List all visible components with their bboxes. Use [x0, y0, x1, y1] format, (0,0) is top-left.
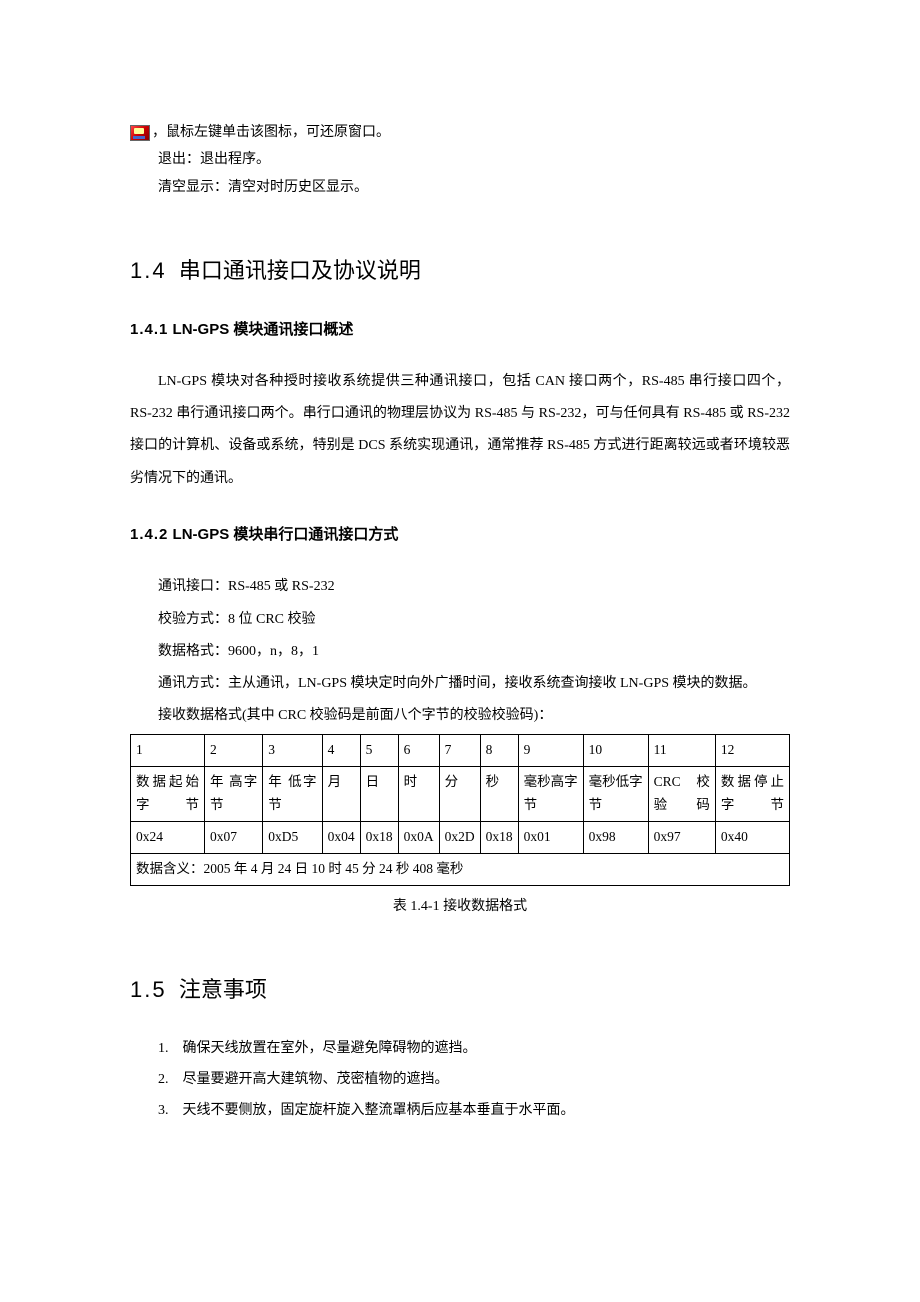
- heading-1-4-2-num: 1.4.2: [130, 526, 168, 543]
- table-cell: 0xD5: [263, 822, 322, 854]
- table-cell: 0x01: [518, 822, 583, 854]
- list-text: 尽量要避开高大建筑物、茂密植物的遮挡。: [183, 1072, 449, 1087]
- table-cell: 5: [360, 735, 398, 767]
- tray-icon: [130, 125, 150, 141]
- heading-1-4-1-num: 1.4.1: [130, 321, 168, 338]
- heading-1-4-2: 1.4.2 LN-GPS 模块串行口通讯接口方式: [130, 521, 790, 550]
- heading-1-4-num: 1.4: [130, 258, 167, 283]
- def-interface: 通讯接口：RS-485 或 RS-232: [130, 571, 790, 603]
- list-text: 确保天线放置在室外，尽量避免障碍物的遮挡。: [183, 1041, 477, 1056]
- list-num: 2.: [158, 1072, 169, 1087]
- table-cell: 分: [439, 767, 480, 822]
- table-row: 数据起始字节 年 高字节 年 低字节 月 日 时 分 秒 毫秒高字节 毫秒低字节…: [131, 767, 790, 822]
- def-recv: 接收数据格式(其中 CRC 校验码是前面八个字节的校验校验码)：: [130, 700, 790, 732]
- table-cell: 10: [583, 735, 648, 767]
- list-item: 2. 尽量要避开高大建筑物、茂密植物的遮挡。: [130, 1065, 790, 1096]
- table-cell: 2: [205, 735, 263, 767]
- list-item: 1. 确保天线放置在室外，尽量避免障碍物的遮挡。: [130, 1034, 790, 1065]
- heading-1-4-title: 串口通讯接口及协议说明: [179, 258, 421, 283]
- table-cell: 月: [322, 767, 360, 822]
- table-cell: 0x2D: [439, 822, 480, 854]
- heading-1-4-1-title: LN-GPS 模块通讯接口概述: [173, 321, 354, 338]
- table-cell: 0x40: [715, 822, 789, 854]
- list-text: 天线不要侧放，固定旋杆旋入整流罩柄后应基本垂直于水平面。: [183, 1103, 575, 1118]
- table-row: 0x24 0x07 0xD5 0x04 0x18 0x0A 0x2D 0x18 …: [131, 822, 790, 854]
- table-cell: 0x97: [648, 822, 715, 854]
- def-format: 数据格式：9600，n，8，1: [130, 636, 790, 668]
- exit-line: 退出：退出程序。: [130, 147, 790, 174]
- table-cell: 毫秒高字节: [518, 767, 583, 822]
- table-caption: 表 1.4-1 接收数据格式: [130, 894, 790, 921]
- icon-line-text: ，鼠标左键单击该图标，可还原窗口。: [152, 120, 390, 147]
- list-item: 3. 天线不要侧放，固定旋杆旋入整流罩柄后应基本垂直于水平面。: [130, 1096, 790, 1127]
- table-cell: 年 低字节: [263, 767, 322, 822]
- table-cell: 1: [131, 735, 205, 767]
- table-cell: 0x04: [322, 822, 360, 854]
- table-cell: 8: [480, 735, 518, 767]
- table-cell: 3: [263, 735, 322, 767]
- table-cell: 秒: [480, 767, 518, 822]
- table-cell: 4: [322, 735, 360, 767]
- def-verify: 校验方式：8 位 CRC 校验: [130, 604, 790, 636]
- table-cell: 0x0A: [398, 822, 439, 854]
- clear-line: 清空显示：清空对时历史区显示。: [130, 175, 790, 202]
- recv-data-table: 1 2 3 4 5 6 7 8 9 10 11 12 数据起始字节 年 高字节 …: [130, 734, 790, 886]
- def-comm: 通讯方式：主从通讯，LN-GPS 模块定时向外广播时间，接收系统查询接收 LN-…: [130, 668, 790, 700]
- table-cell: 6: [398, 735, 439, 767]
- table-cell: 年 高字节: [205, 767, 263, 822]
- list-num: 1.: [158, 1041, 169, 1056]
- icon-line: ，鼠标左键单击该图标，可还原窗口。: [130, 120, 790, 147]
- heading-1-4-2-title: LN-GPS 模块串行口通讯接口方式: [173, 526, 399, 543]
- table-row: 数据含义：2005 年 4 月 24 日 10 时 45 分 24 秒 408 …: [131, 854, 790, 886]
- table-cell: 9: [518, 735, 583, 767]
- table-cell: 7: [439, 735, 480, 767]
- list-num: 3.: [158, 1103, 169, 1118]
- table-cell: 日: [360, 767, 398, 822]
- para-1-4-1: LN-GPS 模块对各种授时接收系统提供三种通讯接口，包括 CAN 接口两个，R…: [130, 366, 790, 495]
- heading-1-5: 1.5 注意事项: [130, 969, 790, 1011]
- table-cell: 数据停止字节: [715, 767, 789, 822]
- table-cell: 12: [715, 735, 789, 767]
- table-row: 1 2 3 4 5 6 7 8 9 10 11 12: [131, 735, 790, 767]
- table-footer: 数据含义：2005 年 4 月 24 日 10 时 45 分 24 秒 408 …: [131, 854, 790, 886]
- table-cell: 0x24: [131, 822, 205, 854]
- table-cell: 数据起始字节: [131, 767, 205, 822]
- table-cell: 11: [648, 735, 715, 767]
- table-cell: CRC 校验码: [648, 767, 715, 822]
- heading-1-5-num: 1.5: [130, 977, 167, 1002]
- table-cell: 0x18: [480, 822, 518, 854]
- table-cell: 毫秒低字节: [583, 767, 648, 822]
- table-cell: 0x98: [583, 822, 648, 854]
- heading-1-5-title: 注意事项: [179, 977, 267, 1002]
- table-cell: 时: [398, 767, 439, 822]
- heading-1-4-1: 1.4.1 LN-GPS 模块通讯接口概述: [130, 316, 790, 345]
- table-cell: 0x18: [360, 822, 398, 854]
- table-cell: 0x07: [205, 822, 263, 854]
- heading-1-4: 1.4 串口通讯接口及协议说明: [130, 250, 790, 292]
